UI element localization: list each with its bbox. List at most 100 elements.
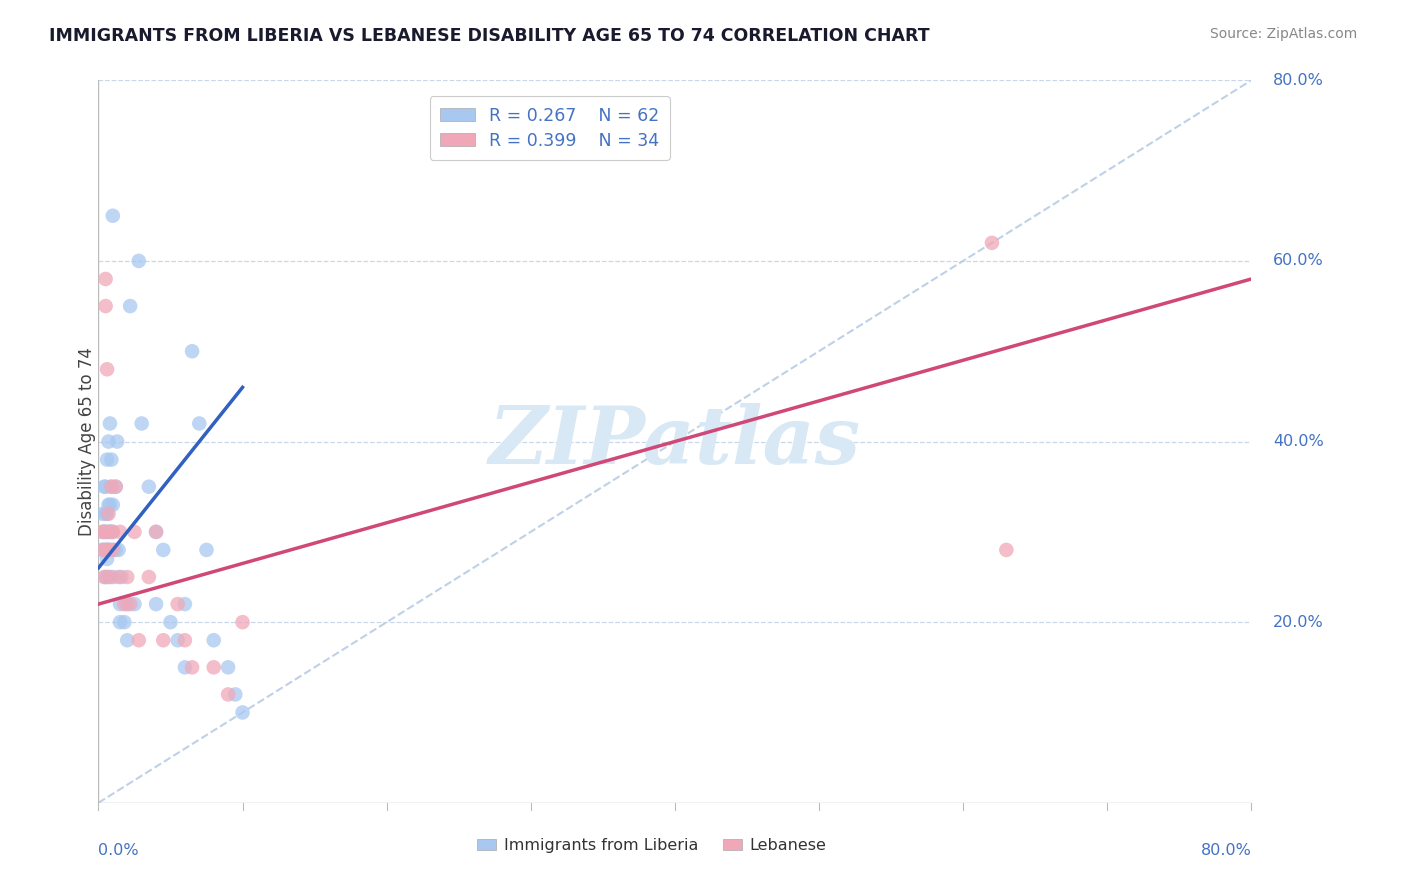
Point bbox=[231, 706, 254, 720]
Point bbox=[101, 542, 124, 557]
Point bbox=[101, 524, 124, 539]
Point bbox=[120, 299, 142, 313]
Point bbox=[105, 434, 128, 449]
Point bbox=[100, 524, 122, 539]
Point bbox=[94, 299, 117, 313]
Point bbox=[138, 480, 160, 494]
Point bbox=[124, 597, 146, 611]
Point bbox=[202, 660, 225, 674]
Point bbox=[108, 524, 131, 539]
Point bbox=[97, 542, 120, 557]
Point bbox=[100, 452, 122, 467]
Point bbox=[91, 507, 114, 521]
Text: Source: ZipAtlas.com: Source: ZipAtlas.com bbox=[1209, 27, 1357, 41]
Point bbox=[101, 498, 124, 512]
Point bbox=[174, 660, 197, 674]
Point bbox=[91, 542, 114, 557]
Point bbox=[93, 480, 115, 494]
Point bbox=[166, 633, 188, 648]
Text: 80.0%: 80.0% bbox=[1272, 73, 1324, 87]
Point bbox=[181, 344, 204, 359]
Point bbox=[97, 542, 120, 557]
Point bbox=[91, 542, 114, 557]
Point bbox=[101, 570, 124, 584]
Point bbox=[94, 272, 117, 286]
Y-axis label: Disability Age 65 to 74: Disability Age 65 to 74 bbox=[79, 347, 96, 536]
Point bbox=[166, 597, 188, 611]
Point bbox=[91, 524, 114, 539]
Text: 0.0%: 0.0% bbox=[98, 844, 139, 858]
Point bbox=[145, 524, 167, 539]
Point bbox=[94, 570, 117, 584]
Text: 40.0%: 40.0% bbox=[1272, 434, 1323, 449]
Point bbox=[108, 597, 131, 611]
Point bbox=[217, 660, 239, 674]
Point bbox=[145, 524, 167, 539]
Point bbox=[120, 597, 142, 611]
Text: 80.0%: 80.0% bbox=[1201, 844, 1251, 858]
Point bbox=[94, 542, 117, 557]
Point bbox=[98, 417, 121, 431]
Point bbox=[181, 660, 204, 674]
Point bbox=[174, 597, 197, 611]
Point bbox=[96, 542, 118, 557]
Point bbox=[96, 552, 118, 566]
Point bbox=[110, 570, 132, 584]
Point bbox=[94, 507, 117, 521]
Point bbox=[152, 633, 174, 648]
Point bbox=[138, 570, 160, 584]
Point bbox=[202, 633, 225, 648]
Text: ZIPatlas: ZIPatlas bbox=[489, 403, 860, 480]
Point bbox=[96, 524, 118, 539]
Point bbox=[107, 570, 129, 584]
Point bbox=[108, 615, 131, 630]
Point bbox=[101, 209, 124, 223]
Text: 20.0%: 20.0% bbox=[1272, 615, 1323, 630]
Point bbox=[195, 542, 218, 557]
Point bbox=[93, 524, 115, 539]
Point bbox=[104, 542, 127, 557]
Point bbox=[112, 597, 135, 611]
Point bbox=[96, 362, 118, 376]
Point bbox=[128, 633, 150, 648]
Point bbox=[995, 542, 1018, 557]
Point bbox=[94, 480, 117, 494]
Point bbox=[93, 570, 115, 584]
Point bbox=[217, 687, 239, 701]
Point bbox=[145, 597, 167, 611]
Text: IMMIGRANTS FROM LIBERIA VS LEBANESE DISABILITY AGE 65 TO 74 CORRELATION CHART: IMMIGRANTS FROM LIBERIA VS LEBANESE DISA… bbox=[49, 27, 929, 45]
Point bbox=[117, 633, 139, 648]
Point bbox=[97, 434, 120, 449]
Point bbox=[131, 417, 153, 431]
Point bbox=[94, 524, 117, 539]
Point bbox=[96, 570, 118, 584]
Point bbox=[91, 524, 114, 539]
Point bbox=[96, 507, 118, 521]
Point bbox=[188, 417, 211, 431]
Point bbox=[98, 542, 121, 557]
Point bbox=[98, 570, 121, 584]
Point bbox=[104, 480, 127, 494]
Point bbox=[231, 615, 254, 630]
Point bbox=[104, 480, 127, 494]
Point bbox=[97, 507, 120, 521]
Point bbox=[97, 498, 120, 512]
Point bbox=[117, 570, 139, 584]
Point bbox=[98, 524, 121, 539]
Point bbox=[128, 254, 150, 268]
Point bbox=[159, 615, 181, 630]
Point bbox=[98, 524, 121, 539]
Point bbox=[100, 480, 122, 494]
Point bbox=[98, 498, 121, 512]
Point bbox=[124, 524, 146, 539]
Point bbox=[107, 542, 129, 557]
Point bbox=[96, 452, 118, 467]
Point bbox=[224, 687, 246, 701]
Legend: Immigrants from Liberia, Lebanese: Immigrants from Liberia, Lebanese bbox=[471, 832, 832, 860]
Point bbox=[97, 524, 120, 539]
Point bbox=[101, 542, 124, 557]
Point bbox=[981, 235, 1004, 250]
Point bbox=[112, 615, 135, 630]
Point bbox=[93, 524, 115, 539]
Point bbox=[174, 633, 197, 648]
